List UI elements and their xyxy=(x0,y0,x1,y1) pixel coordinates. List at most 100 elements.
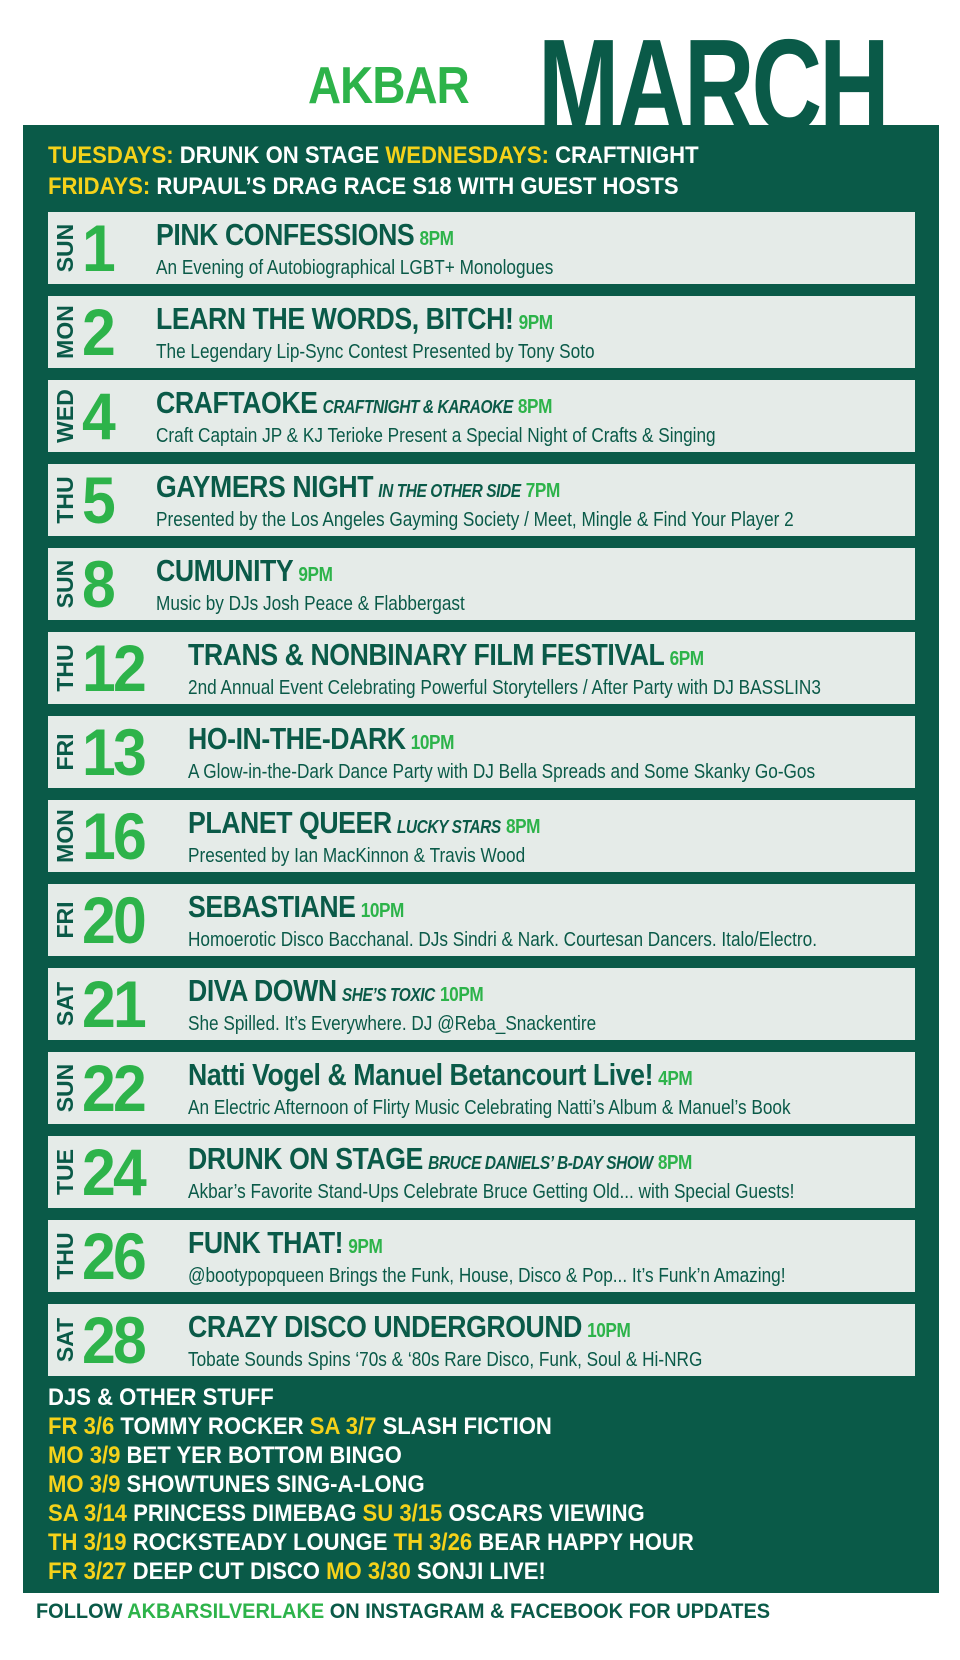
event-weekday: TUE xyxy=(52,1149,78,1195)
event-weekday: THU xyxy=(52,644,78,692)
other-event: SONJI LIVE! xyxy=(416,1558,546,1585)
recurring-line: FRIDAYS: RUPAUL’S DRAG RACE S18 WITH GUE… xyxy=(48,173,679,201)
event-date: 2 xyxy=(82,296,116,368)
event-headline: GAYMERS NIGHT IN THE OTHER SIDE 7PM xyxy=(156,470,794,508)
event-info: PINK CONFESSIONS 8PM An Evening of Autobio… xyxy=(156,218,553,280)
footer-rest: ON INSTAGRAM & FACEBOOK FOR UPDATES xyxy=(329,1600,771,1623)
event-description: She Spilled. It’s Everywhere. DJ @Reba_S… xyxy=(188,1013,597,1035)
recurring-event: CRAFTNIGHT xyxy=(555,142,699,169)
event-weekday: SUN xyxy=(52,223,78,273)
event-time: 10PM xyxy=(360,900,405,922)
event-info: SEBASTIANE 10PM Homoerotic Disco Bacchanal… xyxy=(188,890,817,952)
event-date: 24 xyxy=(82,1136,147,1208)
event-title: PINK CONFESSIONS xyxy=(156,217,415,252)
event-description: Music by DJs Josh Peace & Flabbergast xyxy=(156,593,465,615)
event-info: LEARN THE WORDS, BITCH! 9PM The Legendary … xyxy=(156,302,595,364)
event-tag: BRUCE DANIELS’ B-DAY SHOW xyxy=(428,1153,653,1173)
event-description: @bootypopqueen Brings the Funk, House, D… xyxy=(188,1265,786,1287)
event-row: SUN 8 CUMUNITY 9PM Music by DJs Josh Peace &… xyxy=(48,548,915,620)
event-title: GAYMERS NIGHT xyxy=(156,469,374,504)
event-headline: SEBASTIANE 10PM xyxy=(188,890,817,928)
footer: FOLLOW AKBARSILVERLAKE ON INSTAGRAM & FA… xyxy=(36,1600,770,1624)
event-date: 5 xyxy=(82,464,116,536)
event-row: MON 16 PLANET QUEER LUCKY STARS 8PM Presented… xyxy=(48,800,915,872)
event-time: 8PM xyxy=(517,396,553,418)
event-time: 10PM xyxy=(440,984,484,1006)
event-date: 21 xyxy=(82,968,147,1040)
event-weekday: SAT xyxy=(52,981,78,1027)
event-tag: CRAFTNIGHT & KARAOKE xyxy=(322,397,513,417)
event-title: TRANS & NONBINARY FILM FESTIVAL xyxy=(188,637,665,672)
event-date: 28 xyxy=(82,1304,147,1376)
other-event: ROCKSTEADY LOUNGE xyxy=(132,1529,388,1556)
event-info: CRAZY DISCO UNDERGROUND 10PM Tobate Sounds… xyxy=(188,1310,702,1372)
event-weekday: THU xyxy=(52,1232,78,1280)
event-time: 8PM xyxy=(657,1152,693,1174)
event-time: 4PM xyxy=(658,1068,693,1090)
event-description: The Legendary Lip-Sync Contest Presented… xyxy=(156,341,595,363)
other-line: FR 3/27 DEEP CUT DISCO MO 3/30 SONJI LIV… xyxy=(48,1558,546,1586)
event-info: DIVA DOWN SHE’S TOXIC 10PM She Spilled. It’… xyxy=(188,974,596,1036)
event-title: CRAFTAOKE xyxy=(156,385,318,420)
other-date: SU 3/15 xyxy=(362,1500,443,1527)
event-description: An Evening of Autobiographical LGBT+ Mon… xyxy=(156,257,554,279)
other-date: MO 3/9 xyxy=(48,1442,121,1469)
other-event: BET YER BOTTOM BINGO xyxy=(126,1442,402,1469)
event-date: 12 xyxy=(82,632,147,704)
other-date: SA 3/7 xyxy=(309,1413,377,1440)
other-line: SA 3/14 PRINCESS DIMEBAG SU 3/15 OSCARS … xyxy=(48,1500,645,1528)
event-title: SEBASTIANE xyxy=(188,889,356,924)
event-date: 26 xyxy=(82,1220,147,1292)
event-time: 6PM xyxy=(669,648,705,670)
event-date: 13 xyxy=(82,716,147,788)
event-info: TRANS & NONBINARY FILM FESTIVAL 6PM 2nd An… xyxy=(188,638,821,700)
event-headline: PLANET QUEER LUCKY STARS 8PM xyxy=(188,806,540,844)
event-row: THU 5 GAYMERS NIGHT IN THE OTHER SIDE 7PM Pre… xyxy=(48,464,915,536)
event-weekday: FRI xyxy=(52,901,78,939)
other-event: SLASH FICTION xyxy=(382,1413,552,1440)
event-date: 8 xyxy=(82,548,116,620)
event-description: Homoerotic Disco Bacchanal. DJs Sindri &… xyxy=(188,929,818,951)
other-event: OSCARS VIEWING xyxy=(448,1500,645,1527)
event-title: DIVA DOWN xyxy=(188,973,337,1008)
event-headline: DIVA DOWN SHE’S TOXIC 10PM xyxy=(188,974,596,1012)
event-date: 20 xyxy=(82,884,147,956)
event-time: 10PM xyxy=(410,732,455,754)
event-title: CUMUNITY xyxy=(156,553,294,588)
event-title: HO-IN-THE-DARK xyxy=(188,721,406,756)
footer-handle: AKBARSILVERLAKE xyxy=(127,1600,325,1623)
other-line: TH 3/19 ROCKSTEADY LOUNGE TH 3/26 BEAR H… xyxy=(48,1529,694,1557)
event-description: An Electric Afternoon of Flirty Music Ce… xyxy=(188,1097,791,1119)
event-row: SAT 21 DIVA DOWN SHE’S TOXIC 10PM She Spilled… xyxy=(48,968,915,1040)
other-title: DJS & OTHER STUFF xyxy=(48,1384,274,1411)
recurring-event: RUPAUL’S DRAG RACE S18 WITH GUEST HOSTS xyxy=(156,173,679,200)
event-info: GAYMERS NIGHT IN THE OTHER SIDE 7PM Present… xyxy=(156,470,794,532)
event-title: CRAZY DISCO UNDERGROUND xyxy=(188,1309,582,1344)
event-row: FRI 20 SEBASTIANE 10PM Homoerotic Disco Bacc… xyxy=(48,884,915,956)
other-line: FR 3/6 TOMMY ROCKER SA 3/7 SLASH FICTION xyxy=(48,1413,552,1441)
event-title: Natti Vogel & Manuel Betancourt Live! xyxy=(188,1057,654,1092)
event-row: WED 4 CRAFTAOKE CRAFTNIGHT & KARAOKE 8PM Craf… xyxy=(48,380,915,452)
event-time: 9PM xyxy=(348,1236,383,1258)
event-headline: Natti Vogel & Manuel Betancourt Live! 4PM xyxy=(188,1058,791,1096)
event-headline: CRAFTAOKE CRAFTNIGHT & KARAOKE 8PM xyxy=(156,386,716,424)
event-info: CUMUNITY 9PM Music by DJs Josh Peace & Fla… xyxy=(156,554,465,616)
event-row: THU 26 FUNK THAT! 9PM @bootypopqueen Brings … xyxy=(48,1220,915,1292)
event-time: 9PM xyxy=(298,564,333,586)
event-headline: CRAZY DISCO UNDERGROUND 10PM xyxy=(188,1310,702,1348)
recurring-line: TUESDAYS: DRUNK ON STAGE WEDNESDAYS: CRA… xyxy=(48,142,699,170)
other-event: DEEP CUT DISCO xyxy=(132,1558,320,1585)
event-info: FUNK THAT! 9PM @bootypopqueen Brings the F… xyxy=(188,1226,785,1288)
event-headline: FUNK THAT! 9PM xyxy=(188,1226,785,1264)
event-info: HO-IN-THE-DARK 10PM A Glow-in-the-Dark Dan… xyxy=(188,722,815,784)
other-event: SHOWTUNES SING-A-LONG xyxy=(126,1471,425,1498)
other-line: MO 3/9 SHOWTUNES SING-A-LONG xyxy=(48,1471,425,1499)
event-weekday: SUN xyxy=(52,1063,78,1113)
event-headline: LEARN THE WORDS, BITCH! 9PM xyxy=(156,302,595,340)
event-headline: HO-IN-THE-DARK 10PM xyxy=(188,722,815,760)
event-headline: TRANS & NONBINARY FILM FESTIVAL 6PM xyxy=(188,638,821,676)
event-date: 16 xyxy=(82,800,147,872)
event-weekday: MON xyxy=(52,305,78,359)
event-description: Craft Captain JP & KJ Terioke Present a … xyxy=(156,425,716,447)
event-row: SUN 22 Natti Vogel & Manuel Betancourt Liv… xyxy=(48,1052,915,1124)
